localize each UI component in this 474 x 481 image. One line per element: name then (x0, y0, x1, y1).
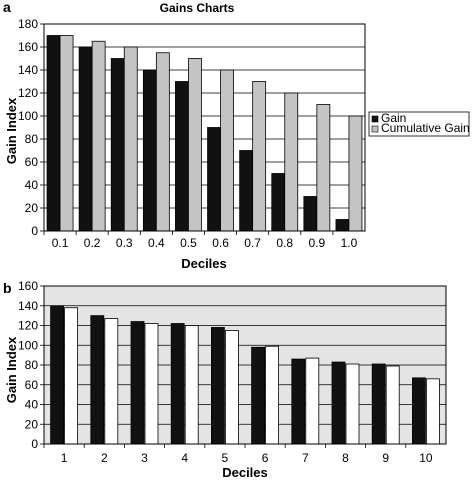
y-tick-label: 40 (25, 178, 39, 192)
bar-series-0-0.4 (142, 69, 157, 232)
y-tick-label: 0 (31, 224, 38, 238)
x-tick-label: 5 (222, 451, 229, 465)
bar-series-1-2 (104, 318, 119, 445)
bar-series-1-0.1 (59, 35, 74, 232)
x-tick-label: 2 (101, 451, 108, 465)
y-tick-label: 100 (18, 109, 38, 123)
bar-series-0-7 (291, 358, 306, 445)
bar-series-1-0.5 (188, 58, 202, 232)
bar-series-0-1 (50, 305, 64, 445)
x-tick-label: 1 (61, 451, 68, 465)
bar-series-1-0.2 (91, 40, 106, 232)
bar-series-0-6 (251, 346, 266, 445)
y-tick-label: 140 (18, 63, 38, 77)
x-tick-label: 0.5 (180, 236, 197, 250)
y-tick-label: 120 (18, 319, 38, 333)
y-tick-label: 20 (25, 417, 39, 431)
legend-box (368, 111, 470, 137)
y-tick-label: 20 (25, 201, 39, 215)
chart-panel-b: 0 20 40 60 80 100 120 140 160 1 2 3 4 5 6 7 8 9 10 b Deciles… (3, 279, 447, 480)
x-tick-label: 0.4 (148, 236, 165, 250)
plot-frame (43, 23, 366, 232)
bar-series-1-1 (64, 307, 78, 445)
x-tick-label: 3 (141, 451, 148, 465)
bar-series-0-8 (331, 361, 346, 445)
bar-series-1-0.6 (220, 69, 234, 232)
x-tick-label: 0.3 (116, 236, 133, 250)
x-tick-label: 4 (181, 451, 188, 465)
bar-series-0-3 (130, 321, 145, 445)
y-tick-label: 140 (18, 299, 38, 313)
x-tick-label: 0.6 (212, 236, 229, 250)
bar-series-1-9 (385, 365, 400, 445)
bar-series-1-10 (425, 378, 440, 445)
bar-series-0-0.6 (207, 127, 221, 232)
x-tick-label: 0.7 (244, 236, 261, 250)
x-tick-label: 6 (262, 451, 269, 465)
bar-series-1-3 (144, 323, 159, 445)
x-tick-label: 0.1 (52, 236, 69, 250)
y-tick-label: 100 (18, 338, 38, 352)
bar-series-0-5 (210, 327, 225, 445)
bar-series-0-0.1 (46, 35, 61, 232)
x-axis-label: Deciles (181, 256, 227, 271)
bar-series-1-8 (345, 363, 360, 445)
y-tick-label: 80 (25, 132, 39, 146)
x-axis-label: Deciles (222, 465, 268, 480)
bar-series-1-0.9 (316, 104, 331, 232)
y-tick-label: 80 (25, 358, 39, 372)
bar-series-0-0.2 (78, 46, 93, 232)
legend-swatch-0 (371, 115, 379, 123)
bar-series-0-4 (170, 323, 185, 445)
x-tick-label: 7 (302, 451, 309, 465)
x-tick-label: 8 (342, 451, 349, 465)
bar-series-0-0.9 (303, 196, 318, 232)
bar-series-1-4 (184, 325, 199, 445)
y-tick-label: 120 (18, 86, 38, 100)
bar-series-1-6 (265, 345, 280, 445)
x-tick-label: 1.0 (341, 236, 358, 250)
panel-label: b (3, 280, 12, 296)
bar-series-0-0.7 (239, 150, 254, 232)
y-tick-label: 0 (31, 437, 38, 451)
y-tick-label: 160 (18, 279, 38, 293)
bar-series-1-7 (305, 357, 320, 445)
y-tick-label: 60 (25, 155, 39, 169)
x-tick-label: 0.9 (309, 236, 326, 250)
y-axis-label: Gain Index (4, 97, 19, 164)
legend-swatch-1 (371, 125, 379, 133)
bar-series-0-1.0 (335, 219, 350, 232)
bar-series-0-10 (411, 377, 426, 445)
x-tick-label: 0.2 (84, 236, 101, 250)
bar-series-0-2 (90, 315, 105, 445)
x-tick-label: 10 (419, 451, 433, 465)
y-tick-label: 180 (18, 17, 38, 31)
bar-series-0-0.8 (271, 173, 286, 232)
bar-series-1-0.7 (252, 81, 267, 232)
bar-series-1-0.8 (284, 92, 299, 232)
y-tick-label: 40 (25, 398, 39, 412)
plot-frame (43, 285, 447, 445)
panel-label: a (3, 0, 11, 15)
y-axis-label: Gain Index (4, 336, 19, 403)
bar-series-1-0.3 (123, 46, 138, 232)
legend-label-1: Cumulative Gain (381, 121, 470, 135)
bar-series-1-0.4 (155, 52, 170, 232)
legend-label-0: Gain (381, 111, 406, 125)
bar-series-0-9 (371, 363, 386, 445)
chart-title: Gains Charts (160, 1, 235, 15)
x-tick-label: 9 (382, 451, 389, 465)
y-tick-label: 60 (25, 378, 39, 392)
bar-series-0-0.5 (175, 81, 189, 232)
bar-series-1-5 (224, 330, 239, 445)
bar-series-0-0.3 (110, 58, 125, 232)
bar-series-1-1.0 (348, 115, 363, 232)
x-tick-label: 0.8 (276, 236, 293, 250)
chart-panel-a: 0 20 40 60 80 100 120 140 160 180 0.1 0.2 0.3 0.4 0.5 0… (3, 0, 470, 271)
y-tick-label: 160 (18, 40, 38, 54)
